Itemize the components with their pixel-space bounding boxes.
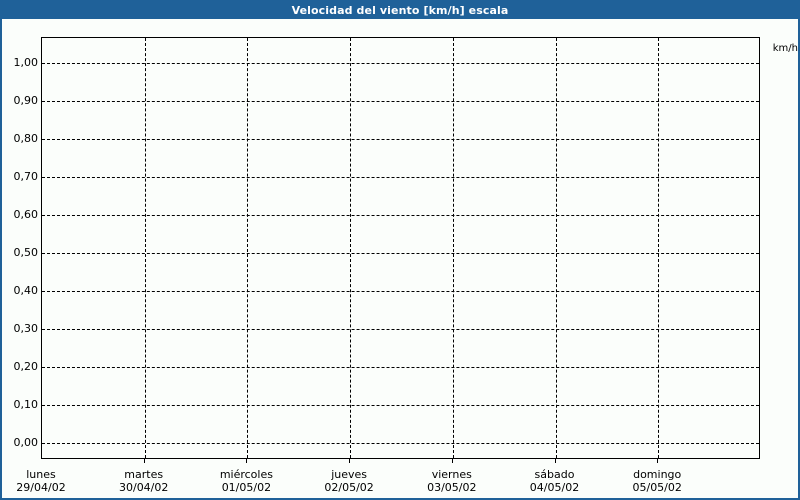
x-axis-tick: [143, 459, 145, 463]
x-axis-tick-label: domingo 05/05/02: [597, 468, 717, 494]
x-axis-day-label: jueves: [331, 468, 367, 481]
x-axis-tick-label: sábado 04/05/02: [495, 468, 615, 494]
y-axis-labels: 1,00 0,90 0,80 0,70 0,60 0,50 0,40 0,30 0,20 0,10…: [2, 2, 39, 498]
y-axis-tick-label: 1,00: [13, 56, 39, 69]
x-axis-tick: [451, 459, 453, 463]
x-axis-tick: [349, 459, 351, 463]
x-axis-date-label: 03/05/02: [427, 481, 477, 494]
y-axis-tick-label: 0,00: [13, 436, 39, 449]
x-axis-day-label: miércoles: [219, 468, 273, 481]
x-axis-tick: [246, 459, 248, 463]
x-axis-tick-label: miércoles 01/05/02: [186, 468, 306, 494]
x-axis-day-label: lunes: [26, 468, 56, 481]
page-title: Velocidad del viento [km/h] escala: [291, 4, 509, 17]
x-axis-date-label: 30/04/02: [118, 481, 169, 494]
gridline-vertical: [658, 38, 660, 458]
x-axis-date-label: 29/04/02: [16, 481, 66, 494]
gridline-horizontal: [42, 253, 759, 254]
y-axis-tick-label: 0,70: [13, 170, 39, 183]
gridline-horizontal: [42, 139, 759, 140]
y-axis-unit-label: km/h: [772, 43, 798, 54]
y-axis-tick-label: 0,10: [13, 398, 39, 411]
gridline-horizontal: [42, 443, 759, 444]
plot-area: [41, 37, 760, 459]
gridline-horizontal: [42, 177, 759, 178]
x-axis-tick-label: jueves 02/05/02: [289, 468, 409, 494]
y-axis-tick-label: 0,60: [13, 208, 39, 221]
y-axis-tick-label: 0,50: [13, 246, 39, 259]
x-axis-date-label: 04/05/02: [529, 481, 580, 494]
y-axis-tick-label: 0,90: [13, 94, 39, 107]
x-axis-day-label: martes: [124, 468, 164, 481]
x-axis-date-label: 02/05/02: [324, 481, 374, 494]
gridline-horizontal: [42, 215, 759, 216]
x-axis-day-label: sábado: [534, 468, 575, 481]
window-title-bar: Velocidad del viento [km/h] escala: [2, 2, 798, 19]
x-axis-date-label: 01/05/02: [221, 481, 272, 494]
gridline-vertical: [350, 38, 352, 458]
gridline-vertical: [247, 38, 249, 458]
x-axis-date-label: 05/05/02: [632, 481, 682, 494]
gridline-vertical: [555, 38, 557, 458]
x-axis-tick-label: martes 30/04/02: [84, 468, 204, 494]
gridline-vertical: [144, 38, 146, 458]
gridline-horizontal: [42, 291, 759, 292]
gridline-horizontal: [42, 63, 759, 64]
y-axis-tick-label: 0,30: [13, 322, 39, 335]
x-axis-tick: [657, 459, 659, 463]
x-axis-day-label: domingo: [633, 468, 682, 481]
x-axis-tick-label: lunes 29/04/02: [0, 468, 101, 494]
y-axis-tick-label: 0,20: [13, 360, 39, 373]
y-axis-tick-label: 0,40: [13, 284, 39, 297]
gridline-horizontal: [42, 405, 759, 406]
gridline-horizontal: [42, 329, 759, 330]
gridline-horizontal: [42, 367, 759, 368]
x-axis-tick: [554, 459, 556, 463]
x-axis-day-label: viernes: [431, 468, 472, 481]
x-axis-tick-label: viernes 03/05/02: [392, 468, 512, 494]
gridline-vertical: [452, 38, 454, 458]
y-axis-tick-label: 0,80: [13, 132, 39, 145]
gridline-horizontal: [42, 101, 759, 102]
